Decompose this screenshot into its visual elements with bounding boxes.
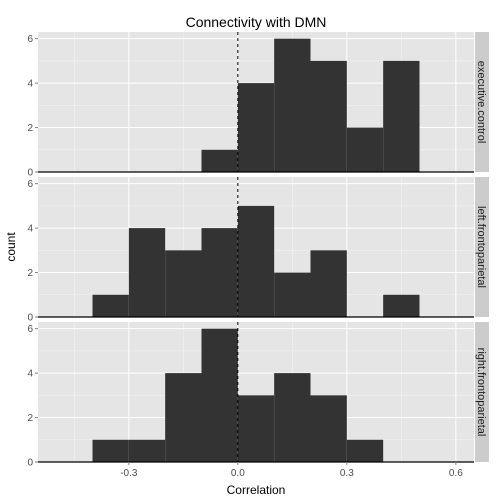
y-tick-label: 6 [27,324,33,335]
histogram-bar [128,439,166,462]
histogram-bar [237,205,275,317]
y-tick-label: 6 [27,34,33,45]
histogram-bar [165,373,202,462]
x-axis-title: Correlation [227,483,286,497]
y-tick-label: 4 [27,224,33,235]
histogram-bar [346,439,384,462]
x-tick-label: 0.0 [231,468,245,479]
histogram-bar [201,328,238,462]
y-tick-label: 0 [27,313,33,324]
histogram-bar [201,228,238,317]
y-tick-label: 4 [27,369,33,380]
facet-strip-label: executive.control [475,61,487,144]
histogram-bar [274,38,311,172]
facet-strip-label: right.frontoparietal [475,348,487,437]
x-tick-label: -0.3 [120,468,138,479]
panel-right-frontoparietal: 0 2 4 6 right.frontoparietal [27,322,489,469]
panel-left-frontoparietal: 0 2 4 6 left.frontoparietal [27,177,489,324]
histogram-bar [274,272,311,317]
facet-strip [475,322,489,462]
chart-title: Connectivity with DMN [186,14,327,30]
facet-strip [475,32,489,172]
y-tick-label: 2 [27,123,33,134]
y-tick-label: 0 [27,458,33,469]
facet-strip [475,177,489,317]
x-tick-label: 0.6 [449,468,463,479]
y-tick-label: 2 [27,268,33,279]
histogram-bar [128,228,166,317]
histogram-bar [274,373,311,462]
y-axis-title: count [4,232,18,262]
histogram-bar [165,250,202,317]
x-tick-label: 0.3 [340,468,354,479]
x-axis: -0.3 0.0 0.3 0.6 [120,462,463,479]
panel-executive-control: 0 2 4 6 executive.control [27,32,489,179]
y-tick-label: 2 [27,413,33,424]
facet-strip-label: left.frontoparietal [475,206,487,288]
histogram-bar [237,395,275,462]
histogram-bar [310,60,347,173]
y-tick-label: 0 [27,168,33,179]
y-tick-label: 6 [27,179,33,190]
histogram-bar [92,294,129,317]
histogram-bar [346,127,384,172]
histogram-bar [383,294,420,317]
histogram-bar [310,250,347,317]
histogram-bar [237,83,275,172]
facet-panels: 0 2 4 6 executive.control 0 2 4 6 left.frontopari… [27,32,489,469]
histogram-bar [310,395,347,462]
histogram-bar [201,149,238,172]
histogram-bar [92,439,129,462]
y-tick-label: 4 [27,79,33,90]
histogram-bar [383,60,420,173]
